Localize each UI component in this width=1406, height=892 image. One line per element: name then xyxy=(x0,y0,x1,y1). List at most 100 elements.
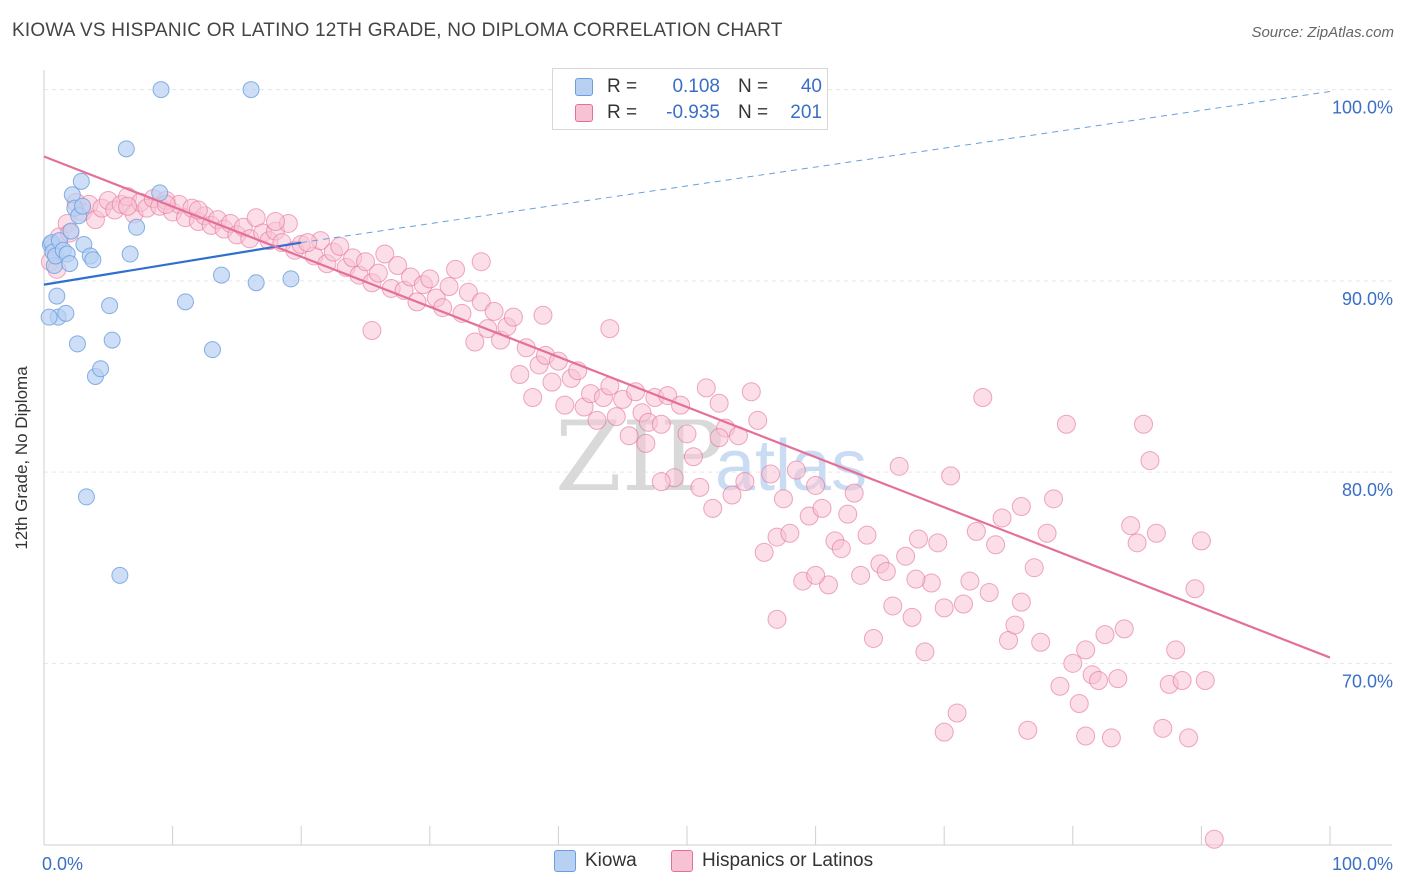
data-point-hispanics xyxy=(748,410,768,430)
data-point-hispanics xyxy=(1089,671,1109,691)
data-point-hispanics xyxy=(375,244,395,264)
data-point-hispanics xyxy=(1031,632,1051,652)
data-point-kiowa xyxy=(61,255,79,273)
data-point-kiowa xyxy=(40,308,58,326)
data-point-hispanics xyxy=(484,301,504,321)
data-point-hispanics xyxy=(806,565,826,585)
data-point-kiowa xyxy=(242,81,260,99)
data-point-hispanics xyxy=(1005,615,1025,635)
axes xyxy=(43,70,1392,846)
data-point-hispanics xyxy=(928,533,948,553)
correlation-legend: R = 0.108 N = 40 R = -0.935 N = 201 xyxy=(552,68,828,130)
data-point-hispanics xyxy=(619,426,639,446)
data-point-hispanics xyxy=(992,508,1012,528)
data-point-hispanics xyxy=(510,365,530,385)
data-point-hispanics xyxy=(1204,829,1224,849)
data-point-hispanics xyxy=(906,569,926,589)
data-point-hispanics xyxy=(960,571,980,591)
data-point-hispanics xyxy=(902,607,922,627)
data-point-hispanics xyxy=(1172,671,1192,691)
data-point-hispanics xyxy=(1076,640,1096,660)
data-point-hispanics xyxy=(1037,523,1057,543)
data-point-kiowa xyxy=(74,197,92,215)
data-point-hispanics xyxy=(626,382,646,402)
data-point-hispanics xyxy=(677,424,697,444)
data-point-kiowa xyxy=(92,360,110,378)
data-point-kiowa xyxy=(48,287,66,305)
legend-row-kiowa: R = 0.108 N = 40 xyxy=(575,74,822,100)
x-tick-label: 100.0% xyxy=(1332,854,1393,874)
data-point-hispanics xyxy=(896,546,916,566)
data-point-kiowa xyxy=(101,297,119,315)
data-point-hispanics xyxy=(1179,728,1199,748)
data-point-hispanics xyxy=(1076,726,1096,746)
data-point-hispanics xyxy=(851,565,871,585)
data-point-kiowa xyxy=(128,218,146,236)
chart-title: KIOWA VS HISPANIC OR LATINO 12TH GRADE, … xyxy=(12,20,783,41)
data-point-hispanics xyxy=(806,475,826,495)
data-point-hispanics xyxy=(1095,625,1115,645)
data-point-hispanics xyxy=(1127,533,1147,553)
data-point-hispanics xyxy=(973,387,993,407)
data-point-hispanics xyxy=(600,319,620,339)
data-point-hispanics xyxy=(703,498,723,518)
data-point-kiowa xyxy=(212,266,230,284)
legend-item-kiowa[interactable]: Kiowa xyxy=(554,850,637,872)
legend-n-label: N = xyxy=(738,102,769,123)
data-point-hispanics xyxy=(889,456,909,476)
legend-swatch-hispanics xyxy=(575,104,593,122)
data-point-hispanics xyxy=(934,722,954,742)
data-point-hispanics xyxy=(735,472,755,492)
data-point-hispanics xyxy=(587,410,607,430)
data-point-hispanics xyxy=(1166,640,1186,660)
data-point-hispanics xyxy=(1195,671,1215,691)
data-point-hispanics xyxy=(523,387,543,407)
data-point-hispanics xyxy=(1114,619,1134,639)
data-point-hispanics xyxy=(356,252,375,272)
data-point-hispanics xyxy=(1024,558,1044,578)
legend-item-hispanics[interactable]: Hispanics or Latinos xyxy=(671,850,873,872)
data-point-hispanics xyxy=(388,256,408,276)
data-point-hispanics xyxy=(265,212,285,232)
data-point-hispanics xyxy=(471,252,491,272)
grid xyxy=(44,89,1392,664)
data-point-hispanics xyxy=(876,562,896,582)
data-point-kiowa xyxy=(152,81,170,99)
data-point-kiowa xyxy=(247,274,265,292)
data-point-hispanics xyxy=(118,196,138,216)
data-point-hispanics xyxy=(986,535,1006,555)
data-point-hispanics xyxy=(1044,489,1064,509)
data-point-hispanics xyxy=(1134,414,1154,434)
data-point-hispanics xyxy=(761,464,781,484)
legend-swatch-kiowa xyxy=(554,850,576,872)
legend-n-label: N = xyxy=(738,76,769,97)
data-point-kiowa xyxy=(72,172,90,190)
data-point-hispanics xyxy=(465,332,485,352)
data-point-kiowa xyxy=(176,293,194,311)
data-point-kiowa xyxy=(103,331,121,349)
data-point-hispanics xyxy=(947,703,967,723)
data-point-hispanics xyxy=(683,447,703,467)
data-point-hispanics xyxy=(773,489,793,509)
trend-lines xyxy=(43,90,1331,659)
data-point-hispanics xyxy=(1011,496,1031,516)
data-point-hispanics xyxy=(908,529,928,549)
x-tick-labels: 0.0% 100.0% xyxy=(42,854,1393,874)
data-point-hispanics xyxy=(857,525,877,545)
data-point-hispanics xyxy=(780,523,800,543)
data-point-kiowa xyxy=(84,251,102,269)
data-point-hispanics xyxy=(651,414,671,434)
legend-label-hispanics: Hispanics or Latinos xyxy=(702,850,874,871)
data-point-hispanics xyxy=(1108,669,1128,689)
data-point-hispanics xyxy=(979,583,999,603)
data-point-hispanics xyxy=(1153,718,1173,738)
data-point-hispanics xyxy=(1185,579,1205,599)
data-point-hispanics xyxy=(941,466,961,486)
legend-label-kiowa: Kiowa xyxy=(585,850,637,871)
series-legend: Kiowa Hispanics or Latinos xyxy=(0,850,1406,880)
y-axis-label: 12th Grade, No Diploma xyxy=(12,366,31,550)
data-point-hispanics xyxy=(1101,728,1121,748)
data-point-hispanics xyxy=(1140,451,1160,471)
data-point-hispanics xyxy=(709,428,729,448)
